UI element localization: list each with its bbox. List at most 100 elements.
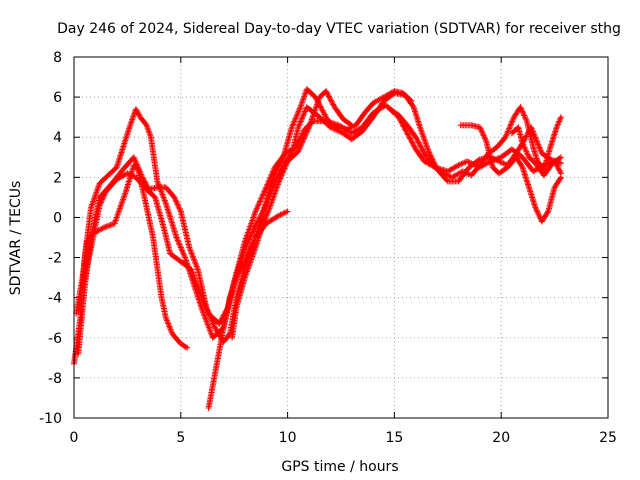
data-point xyxy=(234,271,241,278)
data-point xyxy=(178,245,185,252)
data-point xyxy=(509,117,516,124)
data-point xyxy=(522,145,529,152)
data-point xyxy=(537,145,544,152)
data-point xyxy=(204,307,211,314)
data-point xyxy=(476,124,483,131)
data-point xyxy=(276,178,283,185)
data-point xyxy=(523,116,530,123)
data-point xyxy=(300,136,307,143)
data-point xyxy=(407,135,414,142)
data-point xyxy=(518,105,525,112)
data-point xyxy=(402,127,409,134)
data-point xyxy=(186,244,193,251)
data-point xyxy=(284,208,291,215)
data-point xyxy=(498,159,505,166)
data-point xyxy=(200,297,207,304)
data-point xyxy=(189,253,196,260)
data-point xyxy=(417,143,424,150)
data-point xyxy=(297,118,304,125)
data-point xyxy=(101,191,108,198)
data-point xyxy=(253,207,260,214)
data-point xyxy=(537,147,544,154)
data-point xyxy=(481,134,488,141)
data-point xyxy=(154,179,161,186)
data-point xyxy=(504,128,511,135)
data-point xyxy=(297,119,304,126)
data-point xyxy=(556,167,563,174)
data-point xyxy=(193,262,200,269)
data-point xyxy=(103,223,110,230)
data-point xyxy=(332,123,339,130)
data-point xyxy=(239,262,246,269)
data-point xyxy=(237,266,244,273)
data-point xyxy=(471,161,478,168)
data-point xyxy=(100,193,107,200)
data-point xyxy=(260,191,267,198)
data-point xyxy=(323,89,330,96)
data-point xyxy=(202,315,209,322)
y-tick-label: -4 xyxy=(48,291,62,307)
data-point xyxy=(257,197,264,204)
data-point xyxy=(96,202,103,209)
data-point xyxy=(277,159,284,166)
y-tick-label: 6 xyxy=(53,90,62,106)
data-point xyxy=(503,131,510,138)
data-point xyxy=(303,129,310,136)
data-point xyxy=(234,273,241,280)
data-point xyxy=(458,160,465,167)
data-point xyxy=(255,201,262,208)
data-point xyxy=(441,170,448,177)
data-point xyxy=(98,198,105,205)
data-point xyxy=(175,240,182,247)
data-point xyxy=(108,221,115,228)
data-point xyxy=(274,213,281,220)
data-point xyxy=(188,250,195,257)
data-point xyxy=(535,141,542,148)
data-point xyxy=(263,182,270,189)
data-point xyxy=(299,139,306,146)
data-point xyxy=(558,114,565,121)
data-point xyxy=(497,158,504,165)
data-point xyxy=(417,142,424,149)
data-point xyxy=(261,188,268,195)
data-point xyxy=(203,306,210,313)
data-point xyxy=(264,211,271,218)
x-tick-label: 25 xyxy=(599,430,617,446)
data-point xyxy=(125,170,132,177)
data-point xyxy=(161,195,168,202)
data-point xyxy=(415,139,422,146)
data-point xyxy=(293,112,300,119)
data-point xyxy=(166,324,173,331)
data-point xyxy=(506,125,513,132)
data-point xyxy=(344,126,351,133)
data-point xyxy=(263,212,270,219)
data-point xyxy=(256,199,263,206)
data-point xyxy=(280,168,287,175)
data-point xyxy=(277,211,284,218)
data-point xyxy=(99,225,106,232)
data-point xyxy=(97,201,104,208)
data-point xyxy=(327,96,334,103)
data-point xyxy=(322,112,329,119)
data-point xyxy=(206,325,213,332)
data-point xyxy=(534,140,541,147)
data-point xyxy=(205,324,212,331)
data-point xyxy=(189,251,196,258)
data-point xyxy=(304,128,311,135)
data-point xyxy=(405,132,412,139)
data-point xyxy=(151,193,158,200)
data-point xyxy=(135,110,142,117)
data-point xyxy=(508,119,515,126)
data-point xyxy=(280,210,287,217)
data-series xyxy=(71,86,565,411)
data-point xyxy=(162,198,169,205)
data-point xyxy=(164,317,171,324)
data-point xyxy=(519,108,526,115)
data-point xyxy=(325,92,332,99)
data-point xyxy=(532,204,539,211)
x-axis-label: GPS time / hours xyxy=(281,459,398,475)
data-point xyxy=(246,236,253,243)
data-point xyxy=(466,159,473,166)
data-point xyxy=(243,255,250,262)
